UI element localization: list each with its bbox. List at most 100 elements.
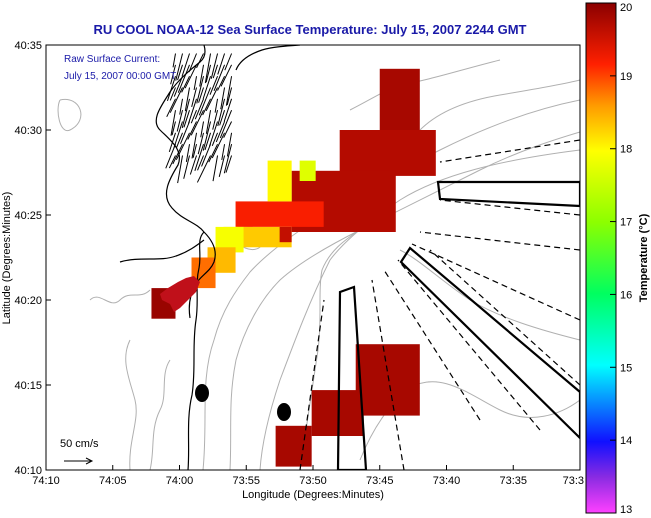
y-tick-label: 40:25 [14, 210, 42, 222]
dashed-line [429, 249, 580, 386]
current-vector [205, 64, 212, 83]
annotation-line-1: Raw Surface Current: [64, 54, 160, 65]
current-vector [213, 64, 226, 91]
current-vector [176, 132, 183, 148]
current-vector [212, 64, 219, 79]
scale-arrow [64, 457, 94, 465]
bathy-contour [259, 149, 580, 470]
current-vector [172, 53, 176, 68]
sst-block [267, 160, 292, 202]
x-tick-label: 74:10 [32, 475, 60, 487]
y-tick-label: 40:20 [14, 295, 42, 307]
current-vector [166, 76, 176, 102]
current-vector [177, 64, 190, 93]
current-vector [175, 132, 190, 161]
outline-polygon [399, 246, 580, 440]
bathy-contour [149, 359, 171, 470]
current-vector [181, 98, 190, 129]
current-vector [172, 143, 183, 165]
current-vector [223, 144, 233, 174]
x-tick-label: 73:45 [366, 475, 394, 487]
current-vector [179, 98, 183, 115]
current-vector [220, 64, 233, 87]
x-tick-label: 73:35 [499, 475, 527, 487]
colorbar-tick-label: 14 [620, 435, 632, 447]
current-vector [171, 121, 176, 136]
current-vector [212, 155, 219, 182]
current-vector [191, 132, 198, 159]
dashed-line [439, 139, 580, 163]
coastline [119, 45, 301, 470]
current-vector [197, 132, 205, 155]
current-vector [196, 53, 204, 69]
y-tick-label: 40:15 [14, 380, 42, 392]
current-vector [181, 53, 190, 77]
current-vector [184, 87, 191, 112]
y-tick-label: 40:30 [14, 125, 42, 137]
dashed-line [411, 243, 580, 321]
current-vector [223, 98, 233, 122]
current-vector [183, 110, 190, 128]
dashed-line [397, 259, 541, 431]
current-vector [169, 87, 176, 101]
station-marker [195, 384, 209, 402]
bathy-contour [359, 381, 580, 461]
colorbar-ticks: 20 19 18 17 16 15 14 13 [610, 2, 632, 516]
sst-block [339, 130, 436, 176]
current-vector [184, 64, 197, 89]
current-vector [194, 144, 205, 171]
colorbar-tick-label: 19 [620, 71, 632, 83]
coast-line [235, 45, 301, 71]
bathy-contour [89, 289, 151, 304]
current-vector [194, 98, 204, 120]
current-vector [215, 121, 226, 143]
y-axis-label: Latitude (Degrees:Minutes) [1, 192, 13, 325]
current-vector [188, 53, 197, 73]
sst-block [275, 425, 312, 467]
current-vector [226, 132, 233, 157]
current-vector [197, 155, 204, 171]
current-vector [196, 76, 205, 104]
current-vector [226, 87, 233, 106]
x-tick-label: 73:50 [299, 475, 327, 487]
bathy-contour [125, 339, 137, 470]
current-vector [187, 121, 197, 140]
current-vector [220, 87, 226, 110]
current-vector [185, 144, 191, 162]
colorbar [585, 2, 617, 514]
current-vector [202, 98, 211, 116]
sst-block [299, 160, 316, 181]
current-vector [209, 75, 219, 95]
x-tick-label: 74:00 [166, 475, 194, 487]
current-vector [212, 110, 219, 130]
current-vector [211, 132, 226, 159]
current-vector [173, 121, 183, 149]
chart-title: RU COOL NOAA-12 Sea Surface Temperature:… [93, 22, 526, 37]
dashed-line [439, 199, 580, 216]
current-vector [177, 155, 183, 184]
current-vector [200, 121, 205, 138]
current-vector [210, 53, 219, 79]
colorbar-tick-label: 16 [620, 289, 632, 301]
current-vector [219, 109, 233, 139]
current-vector [225, 155, 233, 173]
current-vector [221, 144, 226, 161]
current-vector [196, 155, 211, 183]
current-vector [211, 132, 219, 147]
coast-line [188, 231, 216, 319]
current-vector [193, 76, 198, 91]
current-vector [208, 143, 218, 163]
current-vector [201, 143, 212, 167]
current-vector [183, 155, 190, 179]
current-vector [205, 110, 212, 134]
survey-outlines [336, 180, 580, 470]
current-vector [217, 75, 226, 91]
current-vector [191, 87, 198, 108]
outline-polygon [336, 285, 368, 470]
current-vector [198, 87, 205, 103]
colorbar-tick-label: 20 [620, 2, 632, 14]
current-vector [205, 87, 218, 112]
current-vector [199, 64, 205, 87]
y-tick-label: 40:35 [14, 40, 42, 52]
current-vector [181, 75, 190, 93]
